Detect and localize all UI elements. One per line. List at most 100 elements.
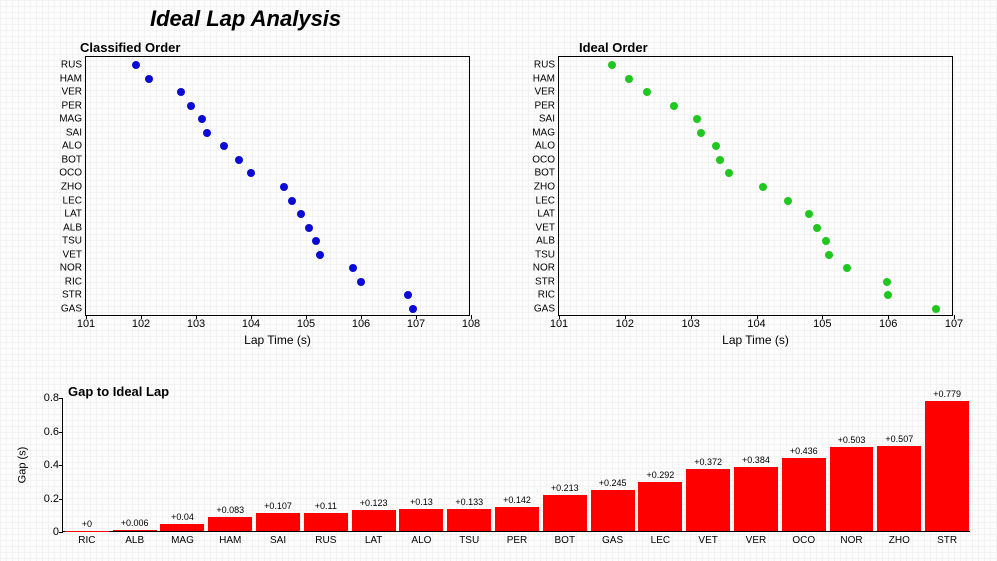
x-tick-label: 108 (462, 315, 480, 330)
y-tick-label: HAM (60, 73, 86, 84)
data-point (716, 156, 724, 164)
y-tick-label: TSU (62, 236, 86, 247)
y-tick-label: BOT (61, 154, 86, 165)
x-tick-label: 104 (747, 315, 765, 330)
data-point (813, 224, 821, 232)
bar-x-label: RUS (315, 531, 336, 546)
y-tick-label: VER (61, 87, 86, 98)
bar-value-label: +0.123 (360, 498, 388, 508)
y-tick-label: STR (535, 276, 559, 287)
gap-bar-chart: Gap (s) 00.20.40.60.8+0RIC+0.006ALB+0.04… (62, 398, 970, 532)
y-tick-label: GAS (61, 304, 86, 315)
y-tick-label: SAI (539, 114, 559, 125)
y-tick-label: NOR (533, 263, 559, 274)
data-point (145, 75, 153, 83)
y-tick-label: TSU (535, 249, 559, 260)
x-tick-label: 103 (187, 315, 205, 330)
data-point (884, 291, 892, 299)
y-tick-label: 0.8 (44, 392, 63, 404)
data-point (670, 102, 678, 110)
gap-bar (543, 495, 587, 531)
gap-bar (160, 524, 204, 531)
y-tick-label: RIC (65, 276, 86, 287)
bar-x-label: NOR (840, 531, 862, 546)
y-tick-label: ALB (63, 222, 86, 233)
bar-value-label: +0.503 (838, 435, 866, 445)
gap-bar (686, 469, 730, 531)
bar-value-label: +0.384 (742, 455, 770, 465)
bar-value-label: +0.142 (503, 495, 531, 505)
data-point (932, 305, 940, 313)
ideal-x-axis-title: Lap Time (s) (722, 333, 789, 347)
bar-value-label: +0.107 (264, 501, 292, 511)
x-tick-label: 106 (879, 315, 897, 330)
data-point (625, 75, 633, 83)
y-tick-label: HAM (533, 73, 559, 84)
bar-x-label: SAI (270, 531, 286, 546)
gap-bar (591, 490, 635, 531)
data-point (883, 278, 891, 286)
bar-value-label: +0.006 (121, 518, 149, 528)
data-point (822, 237, 830, 245)
y-tick-label: MAG (532, 127, 559, 138)
y-tick-label: RUS (61, 60, 86, 71)
gap-bar (782, 458, 826, 531)
y-tick-label: STR (62, 290, 86, 301)
bar-x-label: LAT (365, 531, 383, 546)
bar-x-label: ALB (125, 531, 144, 546)
gap-bar (925, 401, 969, 531)
bar-value-label: +0 (82, 519, 92, 529)
bar-x-label: HAM (219, 531, 241, 546)
y-tick-label: ZHO (534, 182, 559, 193)
y-tick-label: RUS (534, 60, 559, 71)
bar-x-label: OCO (792, 531, 815, 546)
bar-x-label: ALO (411, 531, 431, 546)
y-tick-label: ALB (536, 236, 559, 247)
bar-value-label: +0.245 (599, 478, 627, 488)
gap-bar (734, 467, 778, 531)
y-tick-label: SAI (66, 127, 86, 138)
x-tick-label: 102 (616, 315, 634, 330)
classified-chart: Lap Time (s) RUSHAMVERPERMAGSAIALOBOTOCO… (85, 56, 470, 316)
x-tick-label: 103 (681, 315, 699, 330)
bar-value-label: +0.13 (410, 497, 433, 507)
bar-value-label: +0.436 (790, 446, 818, 456)
data-point (312, 237, 320, 245)
gap-bar (638, 482, 682, 531)
bar-value-label: +0.507 (885, 434, 913, 444)
bar-x-label: VER (746, 531, 767, 546)
x-tick-label: 101 (77, 315, 95, 330)
gap-bar (399, 509, 443, 531)
y-tick-label: NOR (60, 263, 86, 274)
data-point (712, 142, 720, 150)
main-title: Ideal Lap Analysis (150, 6, 341, 32)
data-point (177, 88, 185, 96)
data-point (297, 210, 305, 218)
y-tick-label: LAT (64, 209, 86, 220)
bar-value-label: +0.04 (171, 512, 194, 522)
bar-x-label: ZHO (889, 531, 910, 546)
x-tick-label: 107 (407, 315, 425, 330)
y-tick-label: PER (61, 100, 86, 111)
bar-x-label: BOT (555, 531, 576, 546)
gap-bar (877, 446, 921, 531)
data-point (305, 224, 313, 232)
data-point (187, 102, 195, 110)
classified-subtitle: Classified Order (80, 40, 180, 55)
data-point (220, 142, 228, 150)
gap-bar (447, 509, 491, 531)
data-point (203, 129, 211, 137)
x-tick-label: 105 (813, 315, 831, 330)
classified-x-axis-title: Lap Time (s) (244, 333, 311, 347)
data-point (198, 115, 206, 123)
x-tick-label: 105 (297, 315, 315, 330)
data-point (759, 183, 767, 191)
data-point (409, 305, 417, 313)
data-point (784, 197, 792, 205)
y-tick-label: GAS (534, 304, 559, 315)
gap-bar (352, 510, 396, 531)
data-point (316, 251, 324, 259)
data-point (288, 197, 296, 205)
data-point (643, 88, 651, 96)
data-point (357, 278, 365, 286)
